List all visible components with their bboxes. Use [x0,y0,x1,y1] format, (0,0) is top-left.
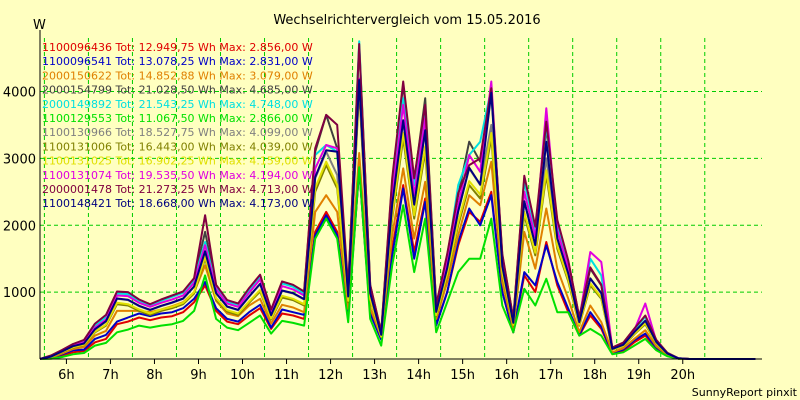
x-tick-label: 20h [670,368,695,383]
legend-entry: 1100130966 Tot: 18.527,75 Wh Max: 4.099,… [42,126,313,139]
legend-entry: 1100096541 Tot: 13.078,25 Wh Max: 2.831,… [42,55,313,68]
x-tick-label: 6h [58,368,75,383]
series-line-2 [39,168,756,360]
series-line-6 [39,166,756,360]
legend-entry: 1100129553 Tot: 11.067,50 Wh Max: 2.866,… [42,112,313,125]
legend: 1100096436 Tot: 12.949,75 Wh Max: 2.856,… [42,41,313,210]
legend-entry: 2000001478 Tot: 21.273,25 Wh Max: 4.713,… [42,183,313,196]
x-tick-label: 13h [362,368,387,383]
x-tick-label: 10h [230,368,255,383]
y-tick-label: 1000 [3,286,36,301]
y-tick-label: 2000 [3,219,36,234]
legend-entry: 1100096436 Tot: 12.949,75 Wh Max: 2.856,… [42,41,313,54]
y-axis-label: W [33,18,46,33]
series-line-12 [39,79,756,360]
x-tick-label: 9h [190,368,207,383]
x-tick-label: 18h [582,368,607,383]
legend-entry: 2000150622 Tot: 14.852,88 Wh Max: 3.079,… [42,69,313,82]
x-tick-label: 7h [102,368,119,383]
legend-entry: 1100131025 Tot: 16.902,25 Wh Max: 4.159,… [42,155,313,168]
legend-entry: 1100148421 Tot: 18.668,00 Wh Max: 4.173,… [42,197,313,210]
axes: 1000 2000 3000 4000 6h 7h 8h 9h 10h 11h 12h 13h 14h 1… [3,30,762,383]
x-tick-label: 16h [494,368,519,383]
legend-entry: 1100131006 Tot: 16.443,00 Wh Max: 4.039,… [42,140,313,153]
chart-title: Wechselrichtervergleich vom 15.05.2016 [273,13,540,28]
x-tick-label: 8h [146,368,163,383]
x-tick-label: 15h [450,368,475,383]
y-tick-label: 4000 [3,86,36,101]
footer-credit: SunnyReport pinxit [692,386,798,399]
series-line-11 [39,43,756,360]
x-tick-label: 11h [274,368,299,383]
series-layer [39,40,756,360]
series-line-9 [39,79,756,360]
x-tick-label: 19h [626,368,651,383]
legend-entry: 2000154799 Tot: 21.028,50 Wh Max: 4.685,… [42,84,313,97]
x-tick-label: 12h [318,368,343,383]
legend-entry: 2000149892 Tot: 21.543,25 Wh Max: 4.748,… [42,98,313,111]
x-tick-label: 17h [538,368,563,383]
x-tick-label: 14h [406,368,431,383]
y-tick-label: 3000 [3,152,36,167]
legend-entry: 1100131074 Tot: 19.535,50 Wh Max: 4.194,… [42,169,313,182]
